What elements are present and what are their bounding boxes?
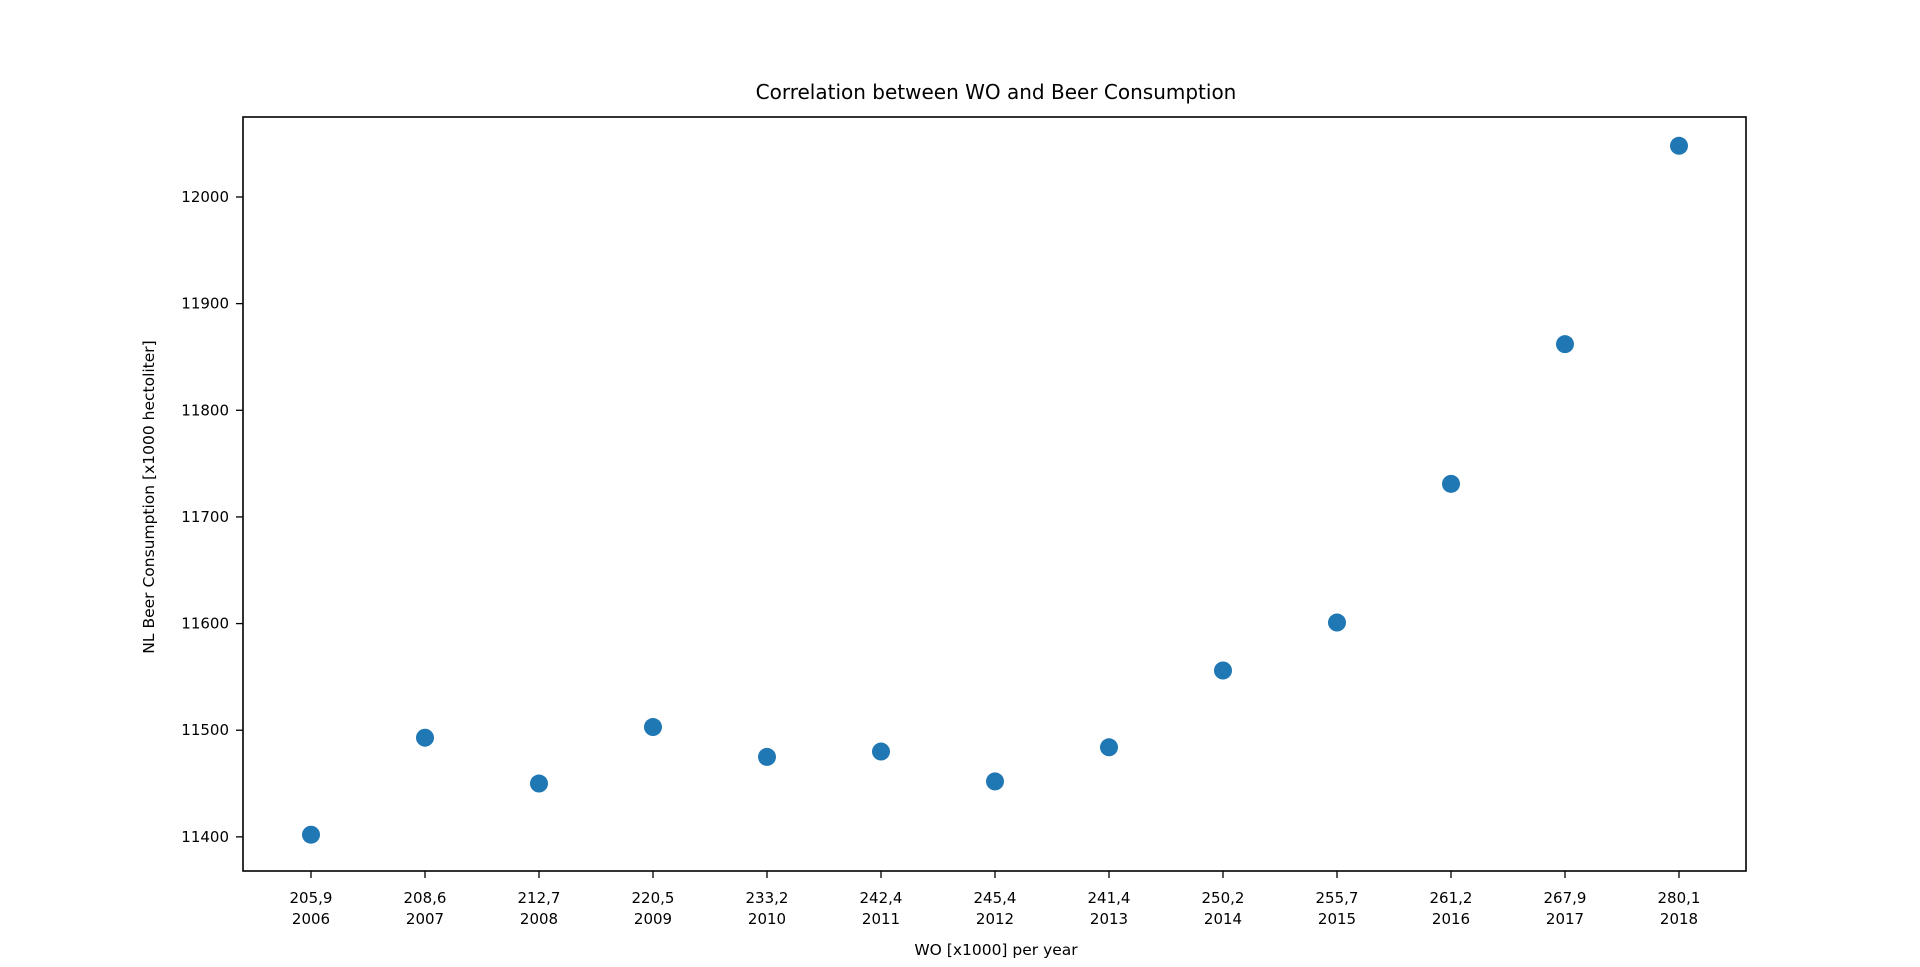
x-tick-label-wo: 267,9 [1544, 889, 1587, 907]
y-tick-label: 11600 [181, 615, 229, 633]
x-tick-label-year: 2011 [862, 910, 900, 928]
data-point [986, 772, 1004, 791]
data-point [758, 747, 776, 766]
x-tick-label-year: 2009 [634, 910, 672, 928]
x-tick-label-wo: 242,4 [860, 889, 903, 907]
data-point [872, 742, 890, 761]
data-point [530, 774, 548, 793]
y-tick-label: 11900 [181, 295, 229, 313]
x-tick-label-year: 2013 [1090, 910, 1128, 928]
plot-area [242, 116, 1747, 872]
x-tick-label-wo: 261,2 [1430, 889, 1473, 907]
x-tick-label-year: 2017 [1546, 910, 1584, 928]
data-point [416, 728, 434, 747]
x-axis-label: WO [x1000] per year [914, 941, 1078, 959]
x-tick-label-year: 2015 [1318, 910, 1356, 928]
x-tick-label-year: 2008 [520, 910, 558, 928]
plot-frame [242, 116, 1747, 872]
x-tick-label-wo: 250,2 [1202, 889, 1245, 907]
data-point [1328, 613, 1346, 632]
x-tick-label-wo: 220,5 [632, 889, 675, 907]
data-points [302, 136, 1688, 844]
x-tick-label-year: 2014 [1204, 910, 1242, 928]
data-point [1214, 661, 1232, 680]
x-tick-label-year: 2010 [748, 910, 786, 928]
y-tick-label: 11500 [181, 721, 229, 739]
y-axis-label: NL Beer Consumption [x1000 hectoliter] [140, 340, 158, 653]
x-tick-label-year: 2018 [1660, 910, 1698, 928]
chart-title: Correlation between WO and Beer Consumpt… [756, 80, 1237, 104]
x-tick-label-year: 2006 [292, 910, 330, 928]
x-tick-label-year: 2007 [406, 910, 444, 928]
data-point [1556, 335, 1574, 354]
data-point [302, 825, 320, 844]
x-tick-label-year: 2012 [976, 910, 1014, 928]
x-tick-label-wo: 233,2 [746, 889, 789, 907]
y-tick-label: 12000 [181, 188, 229, 206]
data-point [1442, 474, 1460, 493]
x-tick-label-wo: 205,9 [290, 889, 333, 907]
x-tick-label-wo: 280,1 [1658, 889, 1701, 907]
x-tick-label-wo: 245,4 [974, 889, 1017, 907]
y-tick-label: 11800 [181, 401, 229, 419]
x-tick-label-wo: 212,7 [518, 889, 561, 907]
data-point [644, 718, 662, 737]
x-tick-label-wo: 255,7 [1316, 889, 1359, 907]
y-tick-label: 11400 [181, 828, 229, 846]
data-point [1100, 738, 1118, 757]
x-tick-label-wo: 241,4 [1088, 889, 1131, 907]
data-point [1670, 136, 1688, 155]
x-tick-label-year: 2016 [1432, 910, 1470, 928]
y-tick-label: 11700 [181, 508, 229, 526]
x-tick-label-wo: 208,6 [404, 889, 447, 907]
x-axis: 205,9 2006 208,6 2007 212,7 2008 220,5 2009 233,… [290, 871, 1701, 928]
y-axis: 11400 11500 11600 11700 11800 11900 12000 [181, 188, 243, 846]
